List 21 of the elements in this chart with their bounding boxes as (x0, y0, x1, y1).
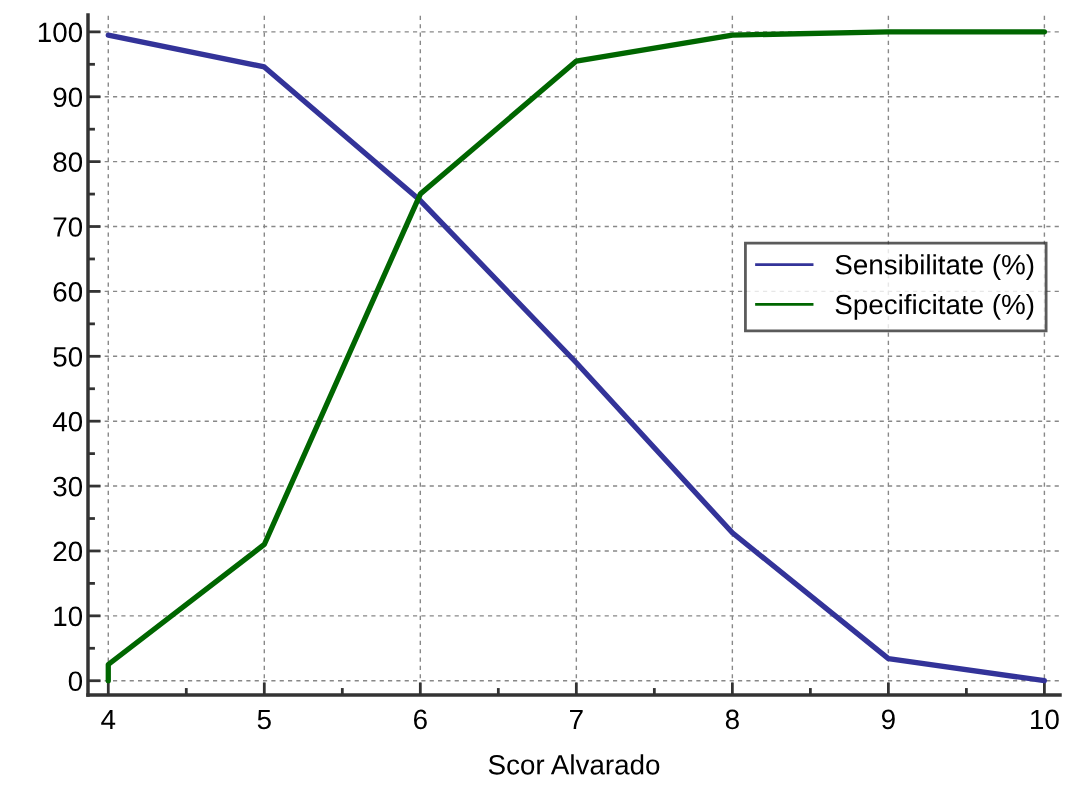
y-tick-label: 10 (54, 606, 83, 627)
y-tick-label: 100 (38, 22, 83, 43)
x-tick-label: 7 (570, 709, 583, 730)
x-tick-label: 6 (414, 709, 427, 730)
x-tick-label: 8 (725, 709, 739, 730)
x-tick-label: 10 (1031, 709, 1059, 730)
y-tick-label: 90 (53, 87, 83, 108)
x-tick-label: 4 (101, 709, 116, 730)
legend-label: Sensibilitate (%) (835, 254, 1034, 281)
y-tick-label: 20 (53, 541, 83, 562)
y-tick-label: 80 (53, 152, 83, 172)
x-tick-label: 9 (881, 709, 895, 730)
x-axis-title: Scor Alvarado (488, 754, 660, 775)
y-tick-label: 40 (52, 411, 83, 432)
legend-label: Specificitate (%) (835, 293, 1034, 320)
x-tick-label: 5 (257, 709, 271, 730)
y-tick-label: 50 (53, 346, 83, 367)
y-tick-label: 30 (53, 476, 83, 497)
y-tick-label: 60 (53, 282, 83, 302)
y-tick-label: 70 (53, 217, 83, 237)
y-tick-label: 0 (68, 671, 83, 692)
